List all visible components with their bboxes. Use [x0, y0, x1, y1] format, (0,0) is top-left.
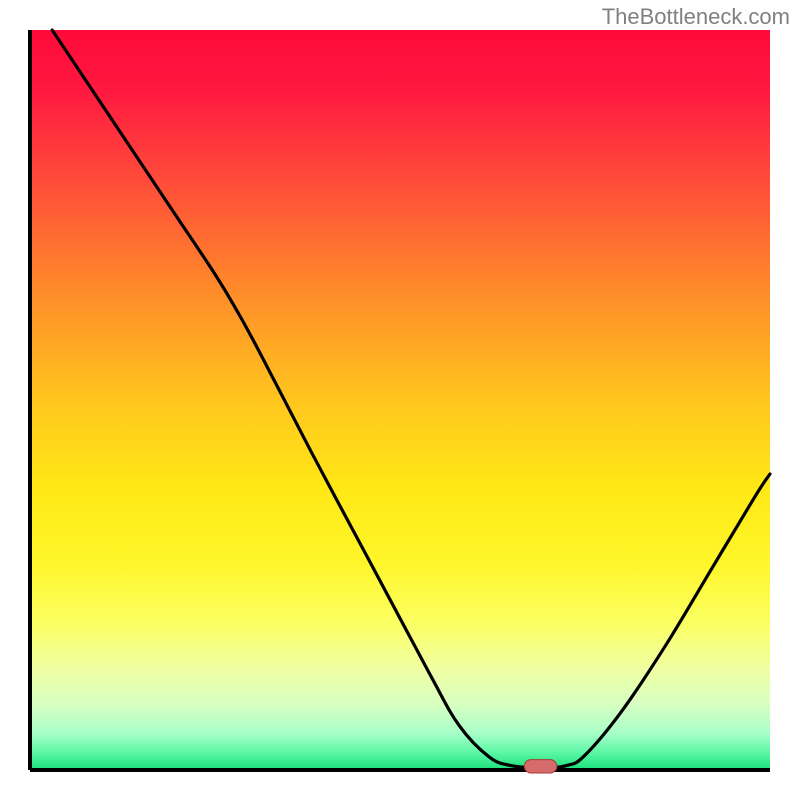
plot-background [30, 30, 770, 770]
bottleneck-curve-chart [0, 0, 800, 800]
chart-container: TheBottleneck.com [0, 0, 800, 800]
watermark-label: TheBottleneck.com [602, 4, 790, 30]
optimal-point-marker [524, 760, 557, 773]
